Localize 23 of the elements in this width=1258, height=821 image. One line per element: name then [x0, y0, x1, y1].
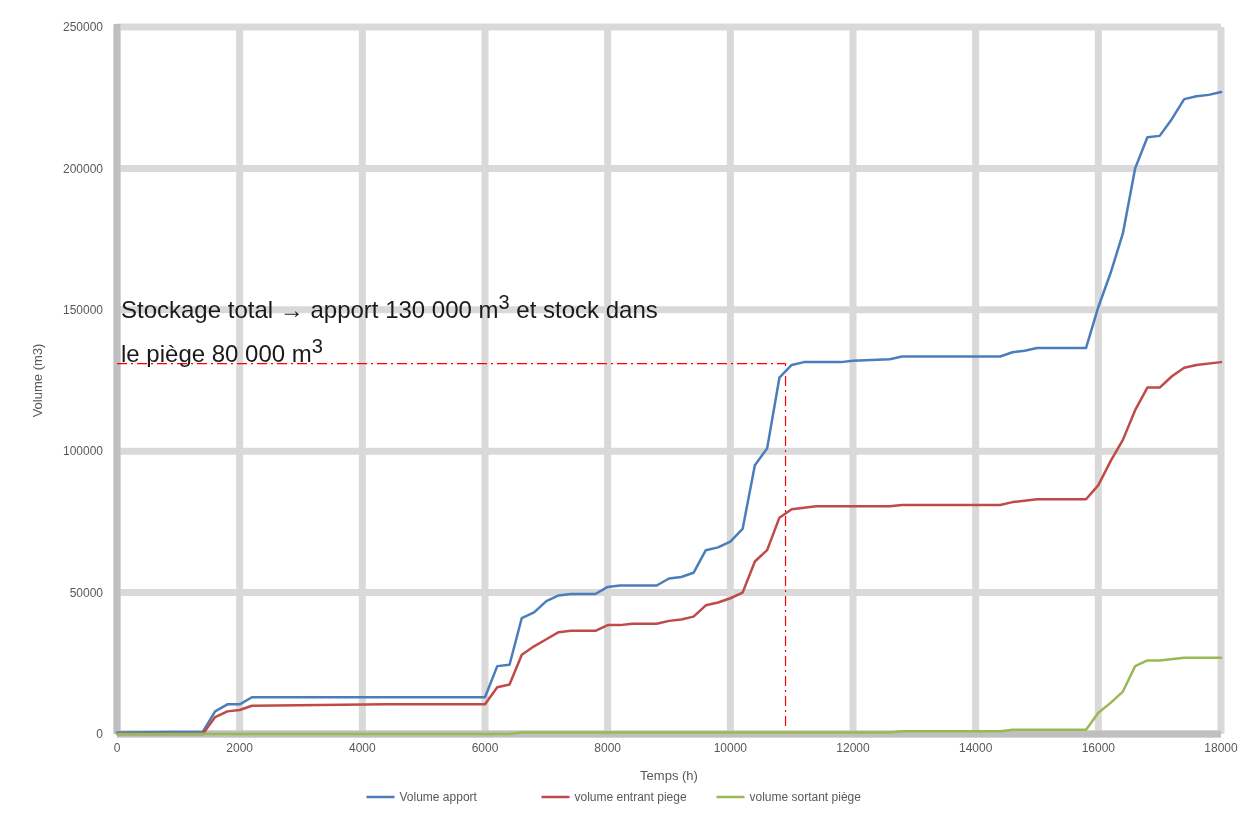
text: Stockage total → apport 130 000 m$^{3}$ et stock dans le piège 80 000 m$^{3}$: [121, 291, 658, 367]
x-tick-label: 0: [113, 741, 121, 755]
x-tick-label: 8000: [594, 741, 622, 755]
y-tick-label: 200000: [62, 161, 104, 176]
x-tick-label: 16000: [1081, 741, 1116, 755]
y-tick-label: 150000: [62, 303, 104, 317]
x-tick-label: 18000: [1204, 741, 1239, 755]
x-tick-label: 6000: [471, 741, 499, 755]
legend-label: volume entrant piege: [574, 790, 687, 804]
y-tick-label: 100000: [62, 444, 104, 459]
x-tick-label: 10000: [713, 741, 748, 755]
legend-label: Volume apport: [399, 790, 478, 804]
y-tick-label: 0: [96, 727, 104, 742]
line-series: [115, 90, 1223, 734]
x-tick-label: 12000: [836, 741, 871, 755]
y-tick-label: 250000: [62, 20, 104, 35]
x-tick-label: 4000: [348, 741, 376, 755]
x-axis-title: Temps (h): [640, 768, 698, 783]
y-axis-title: Volume (m3): [30, 343, 45, 418]
x-tick-label: 2000: [226, 741, 254, 755]
legend-label: volume sortant piège: [749, 790, 862, 804]
x-tick-label: 14000: [958, 741, 993, 755]
y-tick-label: 50000: [69, 585, 104, 600]
